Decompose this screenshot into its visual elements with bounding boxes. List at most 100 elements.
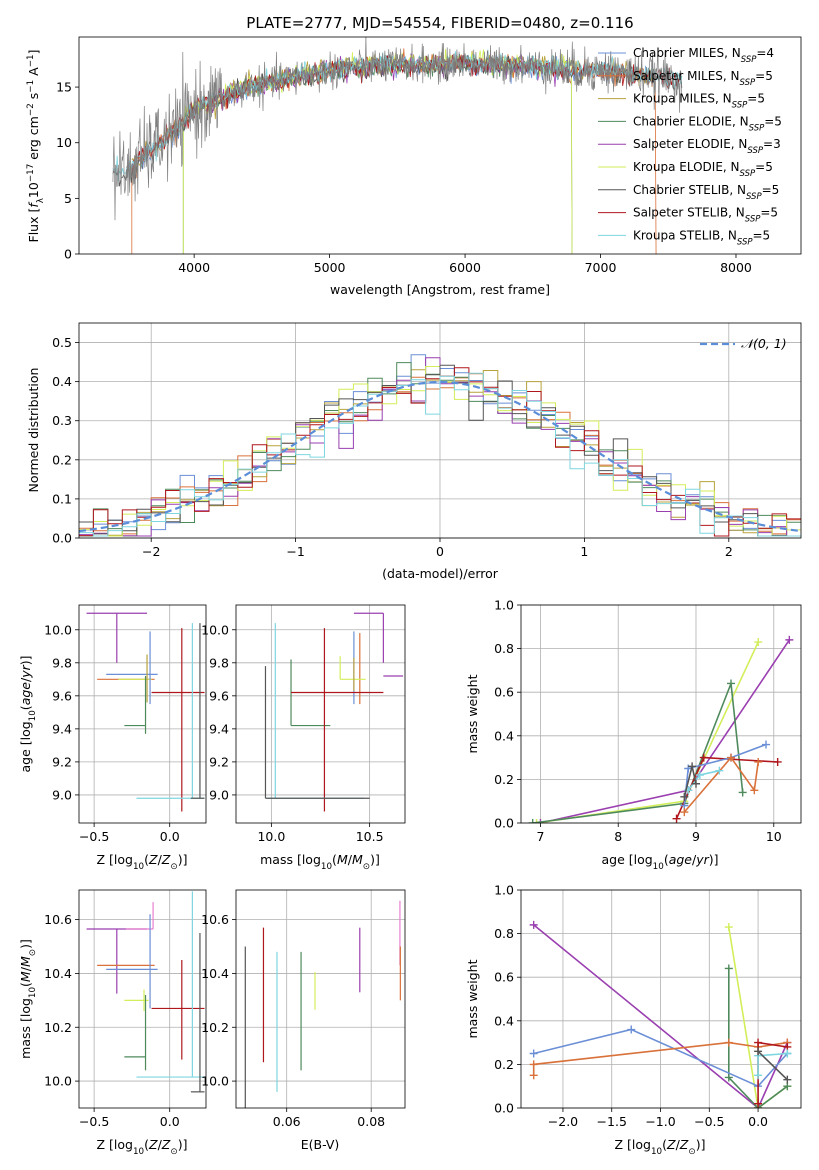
weight_vs_Z-marker [754, 1099, 763, 1108]
age_vs_mass-ytick-label: 9.2 [209, 754, 229, 769]
mass_vs_ebv-frame [235, 889, 406, 1109]
spectrum-xtick-label: 5000 [314, 260, 346, 275]
weight_vs_age-marker [692, 779, 700, 788]
weight_vs_Z-series-chabrier-miles [533, 1028, 788, 1088]
spectrum-ytick-label: 0 [64, 247, 72, 262]
age_vs_Z-ytick-label: 9.0 [52, 787, 72, 802]
residuals-ytick-label: 0.5 [52, 335, 72, 350]
weight_vs_age-marker [762, 740, 770, 749]
weight_vs_Z-xtick-label: −1.0 [645, 1114, 675, 1129]
residuals-xtick-label: −1 [286, 544, 304, 559]
legend-label: Chabrier ELODIE, N [633, 114, 749, 128]
mass_vs_Z-axes: −0.5 0.0 10.0 10.2 10.4 10.6 Z [log10(Z/Z⊙)] ma… [18, 889, 207, 1157]
weight_vs_age-marker [754, 638, 763, 647]
residuals-ytick-label: 0.4 [52, 374, 72, 389]
mass_vs_Z-frame [78, 889, 207, 1109]
age_vs_Z-ytick-label: 10.0 [44, 622, 72, 637]
weight_vs_age-marker [750, 786, 759, 795]
residuals-ytick-label: 0.3 [52, 413, 72, 428]
weight_vs_age-marker [672, 814, 681, 823]
age_vs_mass-ytick-label: 9.4 [209, 721, 229, 736]
legend-sub: SSP [740, 78, 756, 88]
weight_vs_age-marker [528, 819, 537, 823]
legend-value: =5 [747, 92, 765, 106]
mass_vs_ebv-ytick-label: 10.2 [201, 1020, 229, 1035]
spectrum-legend-entry: Salpeter STELIB, NSSP=5 [633, 206, 778, 225]
weight_vs_Z-xtick-label: −2.0 [548, 1114, 578, 1129]
mass_vs_ebv-xtick-label: 0.06 [273, 1114, 301, 1129]
mass_vs_Z-ytick-label: 10.2 [44, 1020, 72, 1035]
residuals-axes: −2 −1 0 1 2 0.0 0.1 0.2 0.3 0.4 0.5 𝒩(0, 1) (data-mo… [26, 322, 802, 581]
mass_vs_ebv-xtick-label: 0.08 [357, 1114, 385, 1129]
legend-label: Kroupa ELODIE, N [633, 160, 740, 174]
age_vs_mass-frame [235, 604, 406, 824]
weight_vs_age-ytick-label: 0.0 [494, 816, 514, 831]
age_vs_Z-frame [78, 604, 207, 824]
age_vs_mass-axes: 10.0 10.5 9.0 9.2 9.4 9.6 9.8 10.0 mass [log10(M… [201, 604, 406, 872]
legend-sub: SSP [746, 192, 762, 202]
mass_vs_Z-ytick-label: 10.0 [44, 1074, 72, 1089]
mass_vs_ebv-ytick-label: 10.6 [201, 912, 229, 927]
spectrum-xtick-label: 4000 [178, 260, 210, 275]
spectrum-plot-area [112, 37, 683, 254]
weight_vs_Z-ytick-label: 0.2 [494, 1057, 514, 1072]
spectrum-legend-entry: Salpeter MILES, NSSP=5 [633, 69, 773, 88]
residuals-frame [78, 322, 802, 539]
age_vs_mass-xtick-label: 10.5 [356, 829, 384, 844]
weight_vs_age-marker [715, 766, 724, 775]
weight_vs_age-ytick-label: 1.0 [494, 598, 514, 613]
legend-sub: SSP [745, 215, 761, 225]
weight_vs_age-xtick-label: 7 [536, 829, 544, 844]
mass-vs-ebv-xlabel: E(B-V) [301, 1137, 340, 1152]
residual-hist-chabrier-stelib [79, 364, 801, 537]
legend-value: =5 [755, 69, 773, 83]
spectrum-ytick-label: 10 [56, 135, 72, 150]
weight_vs_Z-frame [520, 889, 802, 1109]
weight_vs_age-marker [738, 788, 747, 797]
weight_vs_age-axes: 7 8 9 10 0.0 0.2 0.4 0.6 0.8 1.0 age [log10(age/yr… [465, 598, 802, 872]
weight_vs_age-ytick-label: 0.4 [494, 728, 514, 743]
weight_vs_age-ytick-label: 0.8 [494, 641, 514, 656]
legend-value: =5 [762, 183, 780, 197]
residuals-xtick-label: −2 [142, 544, 160, 559]
legend-value: =5 [764, 114, 782, 128]
weight_vs_Z-xtick-label: −0.5 [694, 1114, 724, 1129]
weight_vs_age-marker [680, 792, 689, 801]
mass_vs_ebv-plot-area [244, 900, 401, 1108]
age_vs_Z-xtick-label: 0.0 [160, 829, 180, 844]
age_vs_Z-ytick-label: 9.2 [52, 754, 72, 769]
spectrum-xtick-label: 8000 [720, 260, 752, 275]
legend-label: Kroupa STELIB, N [633, 228, 737, 242]
spectrum-legend-entry: Kroupa MILES, NSSP=5 [633, 92, 765, 111]
mass_vs_Z-plot-area [86, 891, 205, 1093]
spectrum-legend-entry: Chabrier STELIB, NSSP=5 [633, 183, 779, 202]
legend-value: =3 [763, 137, 781, 151]
weight_vs_age-marker [727, 679, 735, 688]
residuals-xtick-label: 1 [580, 544, 588, 559]
weight_vs_age-marker [773, 757, 782, 766]
legend-sub: SSP [741, 55, 757, 65]
weight_vs_age-ytick-label: 0.6 [494, 685, 514, 700]
weight_vs_Z-marker [724, 964, 733, 973]
age_vs_mass-ytick-label: 10.0 [201, 622, 229, 637]
weight_vs_Z-marker [754, 1047, 763, 1056]
age_vs_mass-ytick-label: 9.0 [209, 787, 229, 802]
legend-label: Chabrier STELIB, N [633, 183, 746, 197]
mass_vs_Z-xtick-label: 0.0 [160, 1114, 180, 1129]
weight_vs_Z-marker [724, 923, 733, 932]
residuals-xtick-label: 2 [725, 544, 733, 559]
weight_vs_age-series-chabrier-elodie [532, 683, 744, 823]
age_vs_Z-plot-area [86, 612, 205, 812]
mass_vs_Z-ytick-label: 10.6 [44, 912, 72, 927]
weight_vs_Z-xtick-label: −1.5 [597, 1114, 627, 1129]
residuals-xtick-label: 0 [436, 544, 444, 559]
mass_vs_ebv-ytick-label: 10.4 [201, 966, 229, 981]
weight_vs_Z-ytick-label: 1.0 [494, 883, 514, 898]
weight_vs_age-frame [520, 604, 802, 824]
age_vs_Z-ytick-label: 9.6 [52, 688, 72, 703]
residual-legend-label: 𝒩(0, 1) [741, 336, 787, 351]
legend-sub: SSP [737, 237, 753, 247]
weight_vs_Z-xtick-label: 0.0 [748, 1114, 768, 1129]
